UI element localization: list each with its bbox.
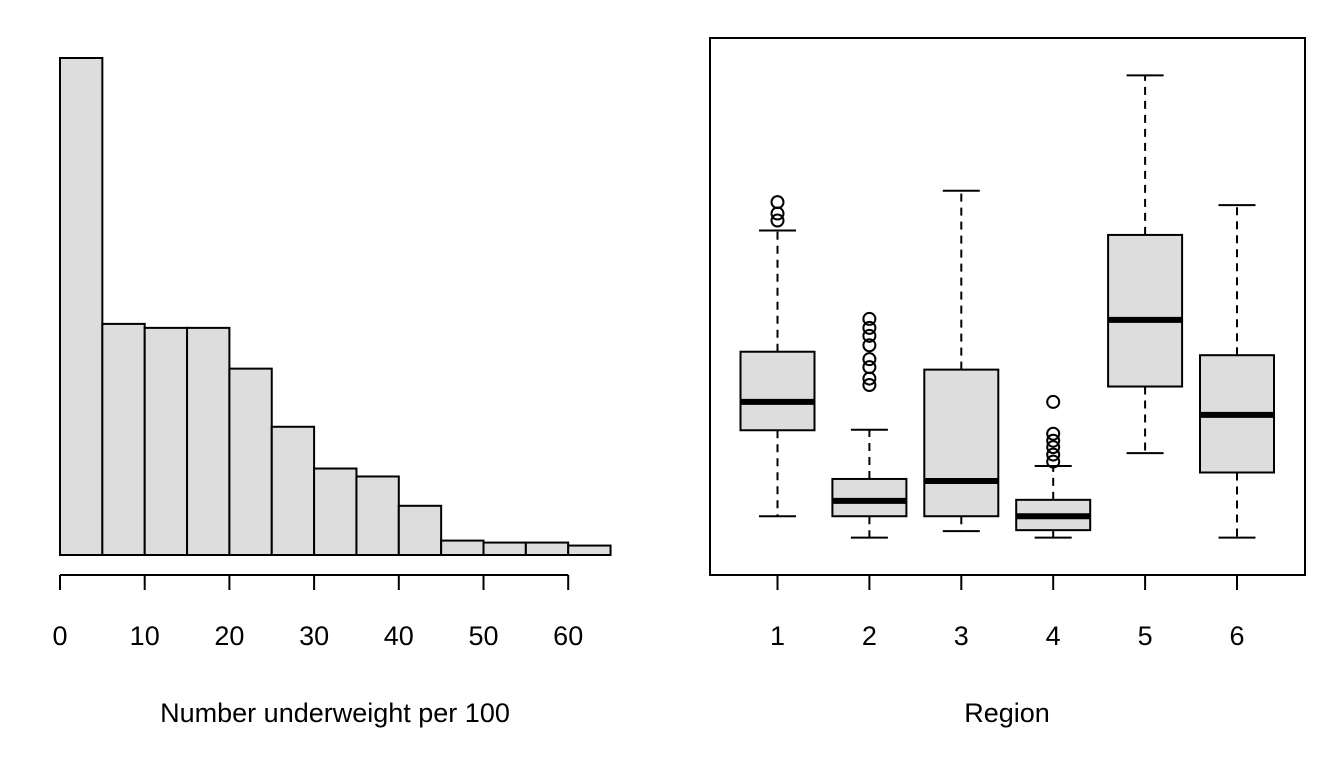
- boxplot-x-axis-title: Region: [964, 698, 1050, 728]
- boxplot-tick-label: 3: [954, 621, 969, 651]
- boxplot-outlier-point: [862, 352, 877, 367]
- boxplot-outlier-point: [862, 378, 877, 393]
- histogram-bar: [567, 544, 612, 557]
- histogram-tick-label: 0: [52, 621, 67, 651]
- boxplot-tick-label: 6: [1229, 621, 1244, 651]
- boxplot-panel: 1 2 3 4 5 6 Region: [709, 37, 1306, 728]
- boxplot-outlier-point: [1046, 394, 1061, 409]
- histogram-bar: [355, 475, 400, 556]
- boxplot-outlier-point: [770, 213, 785, 228]
- boxplot-outlier-point: [1046, 426, 1061, 441]
- boxplot-outlier-point: [1046, 440, 1061, 455]
- boxplot-tick-label: 5: [1138, 621, 1153, 651]
- boxplot-box: [739, 350, 816, 432]
- histogram-tick-label: 10: [130, 621, 160, 651]
- boxplot-outlier-point: [862, 360, 877, 375]
- histogram-bar: [397, 504, 443, 556]
- histogram-tick-label: 50: [468, 621, 498, 651]
- boxplot-outlier-point: [1046, 454, 1061, 469]
- histogram-tick-label: 30: [299, 621, 329, 651]
- boxplot-box-group: [739, 195, 816, 518]
- boxplot-box-group: [831, 311, 908, 539]
- boxplot-outlier-point: [862, 311, 877, 326]
- histogram-panel: 0 10 20 30 40 50 60 Number underweight per 100: [52, 57, 612, 728]
- boxplot-box-group: [1107, 74, 1184, 455]
- boxplot-box-group: [1015, 394, 1092, 539]
- boxplot-tick-label: 2: [862, 621, 877, 651]
- boxplot-box: [923, 368, 1000, 518]
- histogram-bar: [186, 326, 231, 556]
- boxplot-plot-frame: [709, 37, 1306, 576]
- histogram-x-axis: 0 10 20 30 40 50 60: [52, 574, 583, 651]
- histogram-x-axis-title: Number underweight per 100: [160, 698, 510, 728]
- boxplot-box-group: [923, 189, 1000, 533]
- boxplot-tick-label: 1: [770, 621, 785, 651]
- boxplot-x-axis: 1 2 3 4 5 6: [770, 575, 1245, 651]
- boxplot-outlier-point: [862, 320, 877, 335]
- boxplot-outlier-point: [770, 195, 785, 210]
- histogram-bar: [482, 541, 527, 557]
- boxplot-box-group: [1199, 204, 1275, 539]
- histogram-tick-label: 20: [214, 621, 244, 651]
- histogram-tick-label: 60: [553, 621, 583, 651]
- histogram-bar: [143, 326, 189, 556]
- boxplot-outlier-point: [1046, 433, 1061, 448]
- histogram-bar: [440, 539, 485, 556]
- boxplot-outlier-point: [1046, 447, 1061, 462]
- histogram-bar: [101, 322, 146, 556]
- histogram-bar: [270, 425, 316, 556]
- boxplot-outlier-point: [862, 338, 877, 353]
- histogram-bar: [313, 467, 358, 556]
- histogram-tick-label: 40: [384, 621, 414, 651]
- histogram-bar: [59, 57, 104, 556]
- boxplot-outlier-point: [862, 328, 877, 343]
- boxplot-box: [1107, 233, 1184, 388]
- boxplot-tick-label: 4: [1046, 621, 1061, 651]
- histogram-bar: [524, 541, 570, 557]
- histogram-bars: [59, 57, 612, 557]
- histogram-bar: [228, 367, 273, 556]
- boxplot-box: [831, 477, 908, 518]
- boxplot-marks: [739, 74, 1275, 539]
